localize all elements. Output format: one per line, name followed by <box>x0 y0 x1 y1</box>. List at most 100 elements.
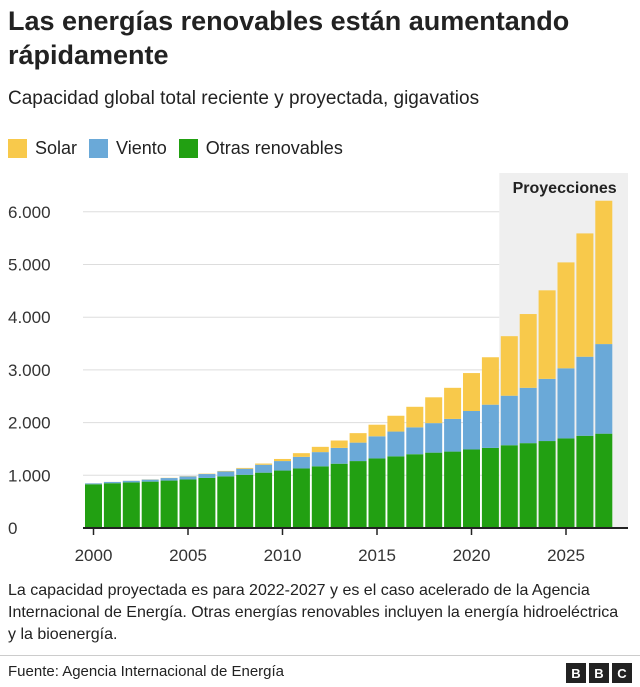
bar-viento-2001 <box>103 481 121 484</box>
bar-viento-2014 <box>349 442 367 462</box>
legend-wind: Viento <box>89 138 167 159</box>
bar-chart: Proyecciones 0 1.000 2.000 3.000 4.000 5.000 6.… <box>8 173 628 565</box>
bar-viento-2005 <box>179 476 197 480</box>
bar-otras-renovables-2019 <box>444 451 462 528</box>
bar-viento-2019 <box>444 418 462 452</box>
x-tick-label: 2015 <box>358 546 396 565</box>
bar-otras-renovables-2027 <box>595 433 613 528</box>
bar-solar-2024 <box>538 290 556 379</box>
bar-solar-2022 <box>500 336 518 396</box>
bar-otras-renovables-2023 <box>519 443 537 528</box>
chart-subtitle: Capacidad global total reciente y proyec… <box>8 88 480 109</box>
bar-otras-renovables-2004 <box>160 480 178 528</box>
footer-divider <box>0 655 640 656</box>
bar-viento-2026 <box>576 356 594 436</box>
footnote: La capacidad proyectada es para 2022-202… <box>8 582 619 643</box>
bar-otras-renovables-2025 <box>557 438 575 528</box>
bar-solar-2026 <box>576 233 594 357</box>
bar-otras-renovables-2015 <box>368 458 386 528</box>
source: Fuente: Agencia Internacional de Energía <box>8 663 285 680</box>
legend-swatch-other <box>178 139 198 158</box>
bar-viento-2008 <box>236 468 254 475</box>
bar-otras-renovables-2003 <box>141 481 159 528</box>
bar-otras-renovables-2001 <box>103 483 121 528</box>
bar-otras-renovables-2020 <box>463 449 480 528</box>
bar-otras-renovables-2010 <box>274 470 291 528</box>
bar-viento-2011 <box>292 456 310 469</box>
legend-solar: Solar <box>8 138 77 159</box>
bar-solar-2020 <box>463 373 480 412</box>
y-tick-label: 2.000 <box>8 414 51 433</box>
bbc-logo-letter: B <box>589 663 609 683</box>
bar-solar-2015 <box>368 424 386 437</box>
bar-viento-2018 <box>425 423 443 453</box>
bar-solar-2017 <box>406 406 424 428</box>
bar-otras-renovables-2017 <box>406 454 424 528</box>
bar-viento-2022 <box>500 395 518 446</box>
bar-otras-renovables-2024 <box>538 441 556 528</box>
y-tick-label: 3.000 <box>8 361 51 380</box>
bar-viento-2025 <box>557 368 575 439</box>
bar-viento-2020 <box>463 411 480 450</box>
bar-otras-renovables-2022 <box>500 445 518 528</box>
bar-viento-2021 <box>481 404 499 448</box>
x-tick-label: 2010 <box>264 546 302 565</box>
bar-solar-2010 <box>274 458 291 462</box>
bar-otras-renovables-2021 <box>481 447 499 528</box>
bar-otras-renovables-2002 <box>122 482 140 528</box>
legend: Solar Viento Otras renovables <box>8 138 343 159</box>
bar-viento-2009 <box>255 464 273 473</box>
bbc-logo-letter: C <box>612 663 632 683</box>
x-tick-label: 2020 <box>453 546 491 565</box>
bar-otras-renovables-2026 <box>576 435 594 528</box>
bar-otras-renovables-2006 <box>198 477 216 528</box>
bar-viento-2012 <box>311 452 329 467</box>
x-tick-label: 2025 <box>547 546 585 565</box>
bar-viento-2013 <box>330 447 348 464</box>
bar-viento-2006 <box>198 474 216 478</box>
bar-solar-2027 <box>595 200 613 345</box>
bar-otras-renovables-2013 <box>330 463 348 528</box>
x-tick-label: 2000 <box>75 546 113 565</box>
bar-viento-2007 <box>217 471 235 477</box>
bar-viento-2023 <box>519 387 537 444</box>
legend-swatch-solar <box>8 139 27 158</box>
bar-viento-2015 <box>368 436 386 459</box>
bar-otras-renovables-2012 <box>311 466 329 528</box>
bar-viento-2004 <box>160 478 178 481</box>
bar-solar-2008 <box>236 467 254 469</box>
bar-viento-2017 <box>406 427 424 455</box>
bar-viento-2010 <box>274 461 291 471</box>
legend-label: Otras renovables <box>205 138 343 158</box>
bar-viento-2027 <box>595 344 613 434</box>
bar-otras-renovables-2011 <box>292 468 310 528</box>
bbc-logo-letter: B <box>566 663 586 683</box>
bar-solar-2018 <box>425 397 443 424</box>
bar-solar-2009 <box>255 463 273 465</box>
legend-swatch-wind <box>89 139 109 158</box>
y-tick-label: 0 <box>8 519 17 538</box>
legend-other: Otras renovables <box>178 138 343 159</box>
legend-label: Solar <box>35 138 78 158</box>
y-tick-label: 5.000 <box>8 256 51 275</box>
y-tick-label: 6.000 <box>8 203 51 222</box>
bar-solar-2013 <box>330 440 348 448</box>
bar-viento-2024 <box>538 378 556 442</box>
bar-solar-2023 <box>519 314 537 388</box>
bar-otras-renovables-2018 <box>425 452 443 528</box>
bar-otras-renovables-2005 <box>179 479 197 528</box>
bar-solar-2014 <box>349 433 367 443</box>
bar-viento-2002 <box>122 480 140 483</box>
bar-solar-2025 <box>557 262 575 369</box>
bar-viento-2016 <box>387 431 405 457</box>
bar-solar-2012 <box>311 446 329 453</box>
bar-otras-renovables-2009 <box>255 472 273 528</box>
bar-solar-2021 <box>481 357 499 405</box>
y-tick-label: 1.000 <box>8 466 51 485</box>
projection-label: Proyecciones <box>513 180 617 197</box>
x-tick-label: 2005 <box>169 546 207 565</box>
chart-title: Las energías renovables están aumentando… <box>8 6 570 70</box>
y-tick-label: 4.000 <box>8 308 51 327</box>
bar-viento-2000 <box>85 483 102 485</box>
